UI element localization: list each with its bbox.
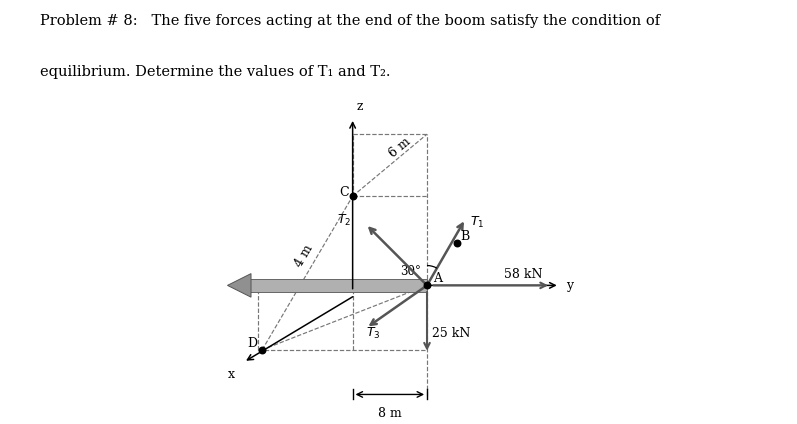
Text: D: D — [247, 338, 257, 350]
Text: C: C — [340, 186, 349, 199]
Text: $T_3$: $T_3$ — [366, 326, 381, 341]
Point — [346, 193, 359, 200]
Text: z: z — [356, 100, 363, 113]
Text: 8 m: 8 m — [378, 407, 402, 420]
Text: equilibrium. Determine the values of T₁ and T₂.: equilibrium. Determine the values of T₁ … — [40, 65, 391, 79]
Text: B: B — [461, 230, 469, 243]
Polygon shape — [227, 273, 251, 297]
Point — [450, 240, 463, 246]
Polygon shape — [249, 279, 427, 292]
Text: 6 m: 6 m — [386, 136, 413, 161]
Text: 30°: 30° — [400, 265, 421, 279]
Text: 4 m: 4 m — [292, 243, 316, 270]
Text: 58 kN: 58 kN — [504, 268, 542, 281]
Text: Problem # 8:   The five forces acting at the end of the boom satisfy the conditi: Problem # 8: The five forces acting at t… — [40, 14, 660, 28]
Text: y: y — [566, 279, 573, 292]
Text: 25 kN: 25 kN — [432, 327, 470, 340]
Text: A: A — [434, 272, 442, 285]
Text: $T_1$: $T_1$ — [470, 215, 485, 230]
Text: $T_2$: $T_2$ — [336, 213, 351, 228]
Text: x: x — [228, 368, 235, 382]
Point — [256, 346, 269, 353]
Point — [421, 282, 434, 289]
